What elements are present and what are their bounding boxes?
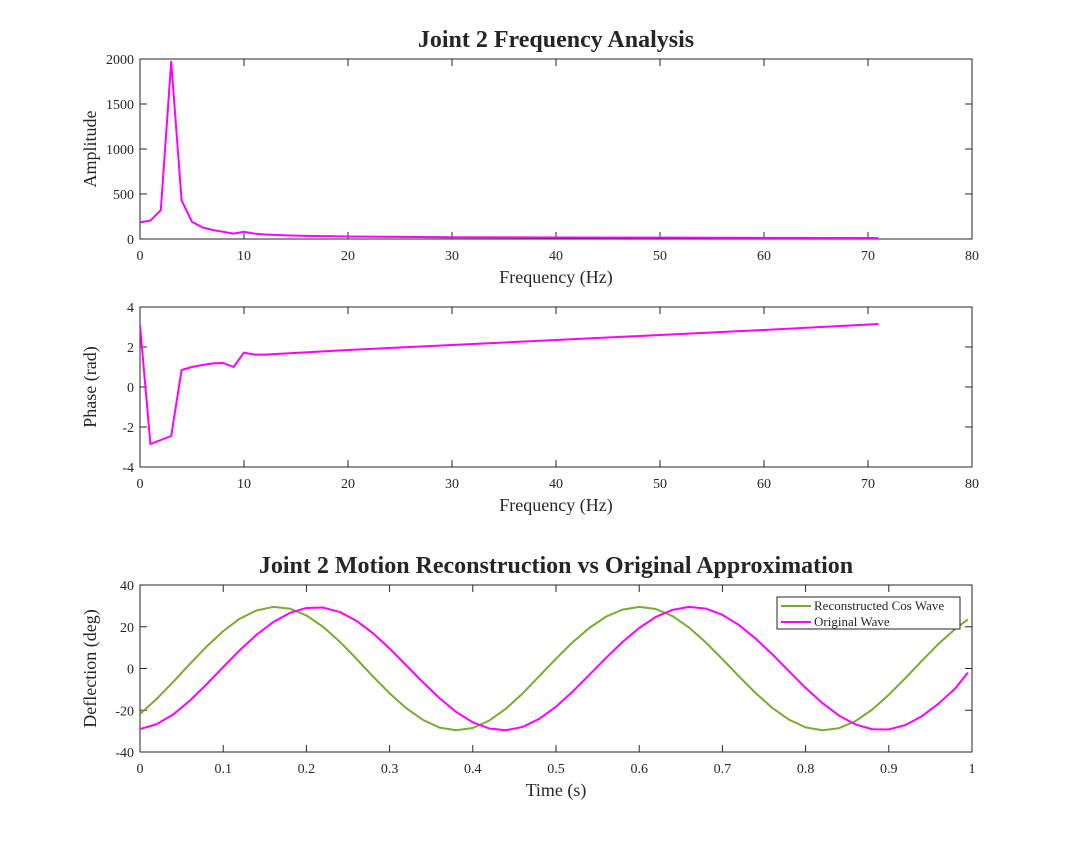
- series-line-1: [140, 60, 879, 239]
- series-line-1: [140, 323, 879, 445]
- chart-2: 0 10 20 30 40 50 60 70 80 -4 -2 0 2 4 Frequency (Hz) Ph…: [80, 301, 979, 516]
- x-tick-label: 60: [757, 249, 771, 264]
- y-tick-label: -20: [115, 704, 134, 719]
- y-tick-label: 1000: [106, 143, 134, 158]
- x-tick-label: 80: [965, 477, 979, 492]
- y-axis-label: Deflection (deg): [80, 609, 101, 727]
- y-tick-label: 0: [127, 663, 134, 678]
- x-tick-label: 20: [341, 249, 355, 264]
- legend-label: Original Wave: [814, 614, 890, 629]
- chart-title: Joint 2 Motion Reconstruction vs Origina…: [259, 553, 853, 579]
- x-tick-label: 0: [137, 477, 144, 492]
- legend-box: [776, 596, 961, 630]
- y-tick-label: -40: [115, 746, 134, 761]
- series-line-2: [140, 605, 969, 732]
- chart-1: 0 10 20 30 40 50 60 70 80 0 500 1000 1500 2000 Frequen…: [80, 27, 979, 288]
- y-tick-label: 0: [127, 381, 134, 396]
- y-tick-label: 4: [127, 301, 134, 316]
- x-tick-label: 1: [969, 762, 976, 777]
- x-tick-label: 0: [137, 762, 144, 777]
- x-tick-label: 70: [861, 249, 875, 264]
- x-tick-label: 30: [445, 249, 459, 264]
- y-tick-label: 40: [120, 579, 134, 594]
- series-line-1: [140, 605, 969, 732]
- x-tick-label: 0: [137, 249, 144, 264]
- x-tick-label: 0.8: [797, 762, 815, 777]
- chart-title: Joint 2 Frequency Analysis: [418, 27, 694, 53]
- x-tick-label: 70: [861, 477, 875, 492]
- x-tick-label: 0.4: [464, 762, 482, 777]
- x-tick-label: 0.9: [880, 762, 898, 777]
- x-tick-label: 50: [653, 477, 667, 492]
- x-axis-label: Frequency (Hz): [499, 495, 612, 516]
- y-tick-label: -2: [122, 421, 134, 436]
- x-tick-label: 50: [653, 249, 667, 264]
- x-tick-label: 0.3: [381, 762, 399, 777]
- chart-3: 0 0.1 0.2 0.3 0.4 0.5 0.6 0.7 0.8 0.9 1 -40 -20 0 20 40…: [80, 553, 976, 801]
- x-tick-label: 40: [549, 477, 563, 492]
- x-tick-label: 10: [237, 477, 251, 492]
- y-tick-label: 500: [113, 188, 134, 203]
- plot-area-frame: [139, 58, 973, 240]
- y-tick-label: 0: [127, 233, 134, 248]
- x-tick-label: 40: [549, 249, 563, 264]
- x-tick-label: 80: [965, 249, 979, 264]
- x-tick-label: 0.5: [547, 762, 565, 777]
- y-axis-label: Phase (rad): [80, 346, 101, 427]
- y-tick-label: 2: [127, 341, 134, 356]
- y-axis-label: Amplitude: [80, 110, 100, 187]
- x-tick-label: 30: [445, 477, 459, 492]
- y-tick-label: 2000: [106, 53, 134, 68]
- y-tick-label: 20: [120, 621, 134, 636]
- x-axis-label: Frequency (Hz): [499, 267, 612, 288]
- legend-label: Reconstructed Cos Wave: [814, 598, 944, 613]
- x-tick-label: 20: [341, 477, 355, 492]
- plot-area-frame: [139, 306, 973, 468]
- x-tick-label: 0.2: [298, 762, 316, 777]
- y-tick-label: 1500: [106, 98, 134, 113]
- x-tick-label: 0.7: [714, 762, 732, 777]
- x-tick-label: 0.1: [214, 762, 232, 777]
- x-tick-label: 10: [237, 249, 251, 264]
- x-tick-label: 60: [757, 477, 771, 492]
- x-tick-label: 0.6: [630, 762, 648, 777]
- x-axis-label: Time (s): [526, 780, 587, 801]
- y-tick-label: -4: [122, 461, 134, 476]
